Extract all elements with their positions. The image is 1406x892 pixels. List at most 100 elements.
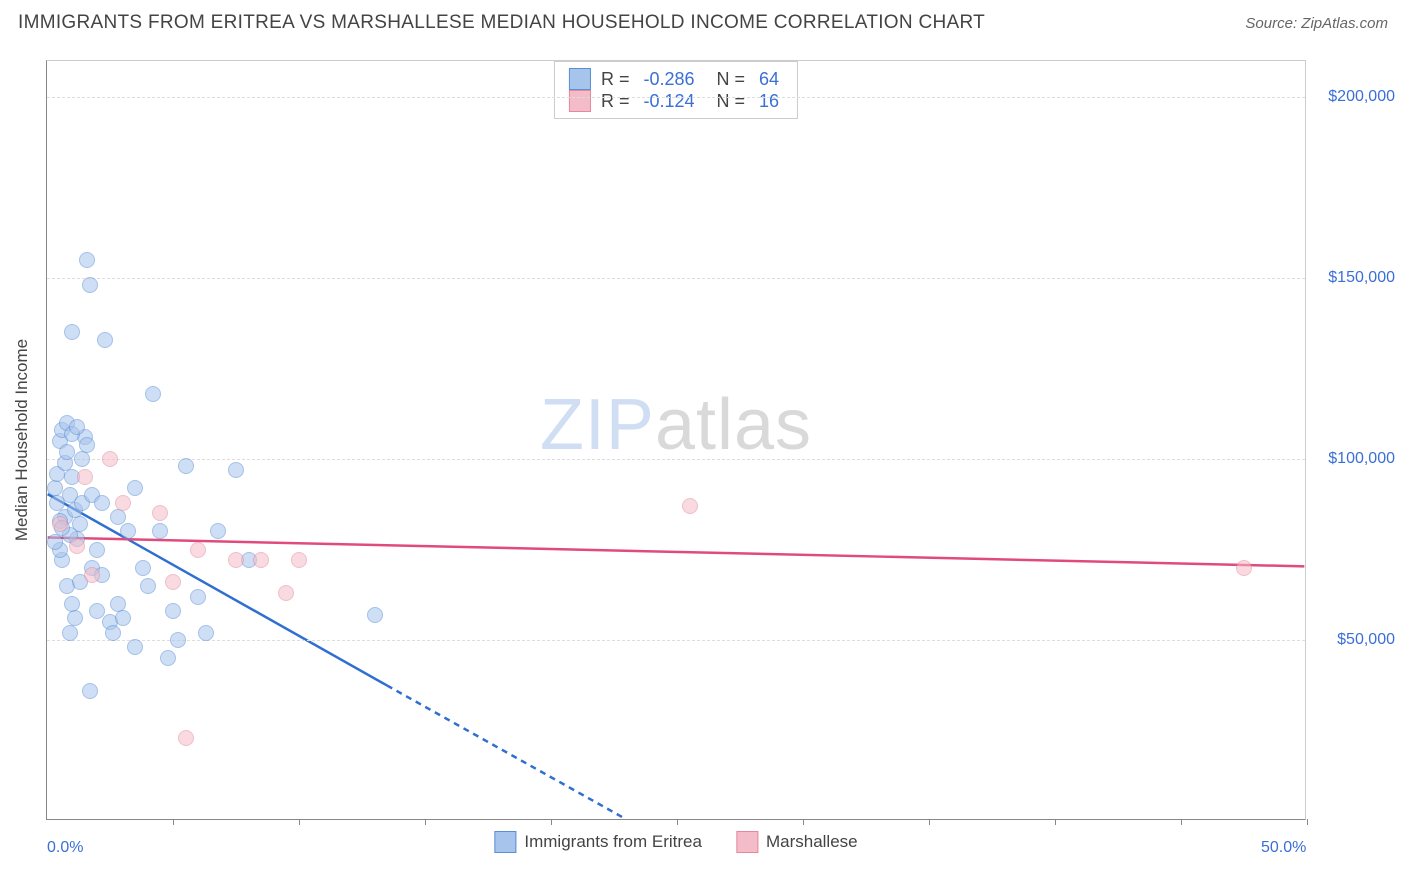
scatter-point bbox=[682, 498, 698, 514]
scatter-point bbox=[64, 426, 80, 442]
scatter-point bbox=[102, 614, 118, 630]
scatter-point bbox=[241, 552, 257, 568]
legend-label-0: Immigrants from Eritrea bbox=[524, 832, 702, 852]
scatter-point bbox=[145, 386, 161, 402]
watermark: ZIPatlas bbox=[540, 384, 812, 466]
scatter-point bbox=[72, 516, 88, 532]
scatter-point bbox=[82, 277, 98, 293]
scatter-point bbox=[67, 502, 83, 518]
scatter-point bbox=[94, 495, 110, 511]
scatter-point bbox=[210, 523, 226, 539]
scatter-point bbox=[97, 332, 113, 348]
scatter-point bbox=[77, 469, 93, 485]
scatter-point bbox=[127, 480, 143, 496]
scatter-point bbox=[278, 585, 294, 601]
scatter-point bbox=[178, 730, 194, 746]
scatter-point bbox=[228, 552, 244, 568]
scatter-point bbox=[1236, 560, 1252, 576]
scatter-point bbox=[57, 455, 73, 471]
scatter-point bbox=[228, 462, 244, 478]
ytick-label: $50,000 bbox=[1315, 631, 1395, 649]
regression-lines bbox=[47, 61, 1305, 819]
scatter-point bbox=[62, 527, 78, 543]
stats-r-value-1: -0.124 bbox=[643, 91, 694, 112]
scatter-point bbox=[59, 578, 75, 594]
xtick-label: 50.0% bbox=[1261, 839, 1306, 857]
scatter-point bbox=[62, 625, 78, 641]
stats-row-1: R = -0.124 N = 16 bbox=[569, 90, 783, 112]
scatter-point bbox=[67, 610, 83, 626]
bottom-legend: Immigrants from Eritrea Marshallese bbox=[494, 831, 857, 853]
scatter-point bbox=[94, 567, 110, 583]
scatter-point bbox=[291, 552, 307, 568]
scatter-point bbox=[64, 596, 80, 612]
scatter-point bbox=[89, 542, 105, 558]
legend-item-0: Immigrants from Eritrea bbox=[494, 831, 702, 853]
xtick bbox=[929, 819, 930, 825]
stats-swatch-0 bbox=[569, 68, 591, 90]
source-name: ZipAtlas.com bbox=[1301, 15, 1388, 32]
scatter-point bbox=[84, 567, 100, 583]
scatter-point bbox=[160, 650, 176, 666]
legend-swatch-1 bbox=[736, 831, 758, 853]
scatter-point bbox=[165, 603, 181, 619]
scatter-point bbox=[69, 538, 85, 554]
scatter-point bbox=[135, 560, 151, 576]
scatter-point bbox=[72, 574, 88, 590]
stats-swatch-1 bbox=[569, 90, 591, 112]
y-axis-label: Median Household Income bbox=[12, 339, 32, 541]
scatter-point bbox=[178, 458, 194, 474]
gridline-h bbox=[47, 278, 1305, 279]
gridline-h bbox=[47, 97, 1305, 98]
scatter-point bbox=[49, 466, 65, 482]
scatter-point bbox=[152, 505, 168, 521]
scatter-point bbox=[64, 324, 80, 340]
stats-row-0: R = -0.286 N = 64 bbox=[569, 68, 783, 90]
scatter-point bbox=[54, 552, 70, 568]
xtick bbox=[425, 819, 426, 825]
chart-header: IMMIGRANTS FROM ERITREA VS MARSHALLESE M… bbox=[0, 0, 1406, 42]
scatter-point bbox=[253, 552, 269, 568]
scatter-point bbox=[69, 419, 85, 435]
scatter-point bbox=[190, 589, 206, 605]
xtick bbox=[677, 819, 678, 825]
scatter-point bbox=[59, 444, 75, 460]
source-prefix: Source: bbox=[1245, 15, 1301, 32]
scatter-point bbox=[82, 683, 98, 699]
scatter-point bbox=[49, 495, 65, 511]
scatter-point bbox=[52, 516, 68, 532]
scatter-point bbox=[115, 495, 131, 511]
scatter-point bbox=[59, 415, 75, 431]
scatter-point bbox=[52, 433, 68, 449]
scatter-point bbox=[110, 509, 126, 525]
scatter-point bbox=[120, 523, 136, 539]
stats-n-value-0: 64 bbox=[759, 69, 779, 90]
scatter-point bbox=[54, 520, 70, 536]
scatter-point bbox=[198, 625, 214, 641]
stats-legend: R = -0.286 N = 64 R = -0.124 N = 16 bbox=[554, 61, 798, 119]
scatter-point bbox=[52, 513, 68, 529]
chart-title: IMMIGRANTS FROM ERITREA VS MARSHALLESE M… bbox=[18, 12, 985, 34]
scatter-point bbox=[52, 542, 68, 558]
ytick-label: $150,000 bbox=[1315, 269, 1395, 287]
scatter-point bbox=[89, 603, 105, 619]
scatter-point bbox=[105, 625, 121, 641]
xtick bbox=[551, 819, 552, 825]
legend-swatch-0 bbox=[494, 831, 516, 853]
ytick-label: $200,000 bbox=[1315, 88, 1395, 106]
scatter-point bbox=[190, 542, 206, 558]
plot-area: ZIPatlas R = -0.286 N = 64 R = -0.124 N … bbox=[46, 60, 1306, 820]
scatter-point bbox=[74, 495, 90, 511]
scatter-point bbox=[57, 509, 73, 525]
scatter-point bbox=[79, 252, 95, 268]
stats-n-label-1: N = bbox=[717, 91, 746, 112]
xtick bbox=[173, 819, 174, 825]
scatter-point bbox=[115, 610, 131, 626]
stats-r-label-0: R = bbox=[601, 69, 630, 90]
legend-label-1: Marshallese bbox=[766, 832, 858, 852]
stats-n-value-1: 16 bbox=[759, 91, 779, 112]
scatter-point bbox=[367, 607, 383, 623]
xtick bbox=[803, 819, 804, 825]
legend-item-1: Marshallese bbox=[736, 831, 858, 853]
stats-n-label-0: N = bbox=[717, 69, 746, 90]
